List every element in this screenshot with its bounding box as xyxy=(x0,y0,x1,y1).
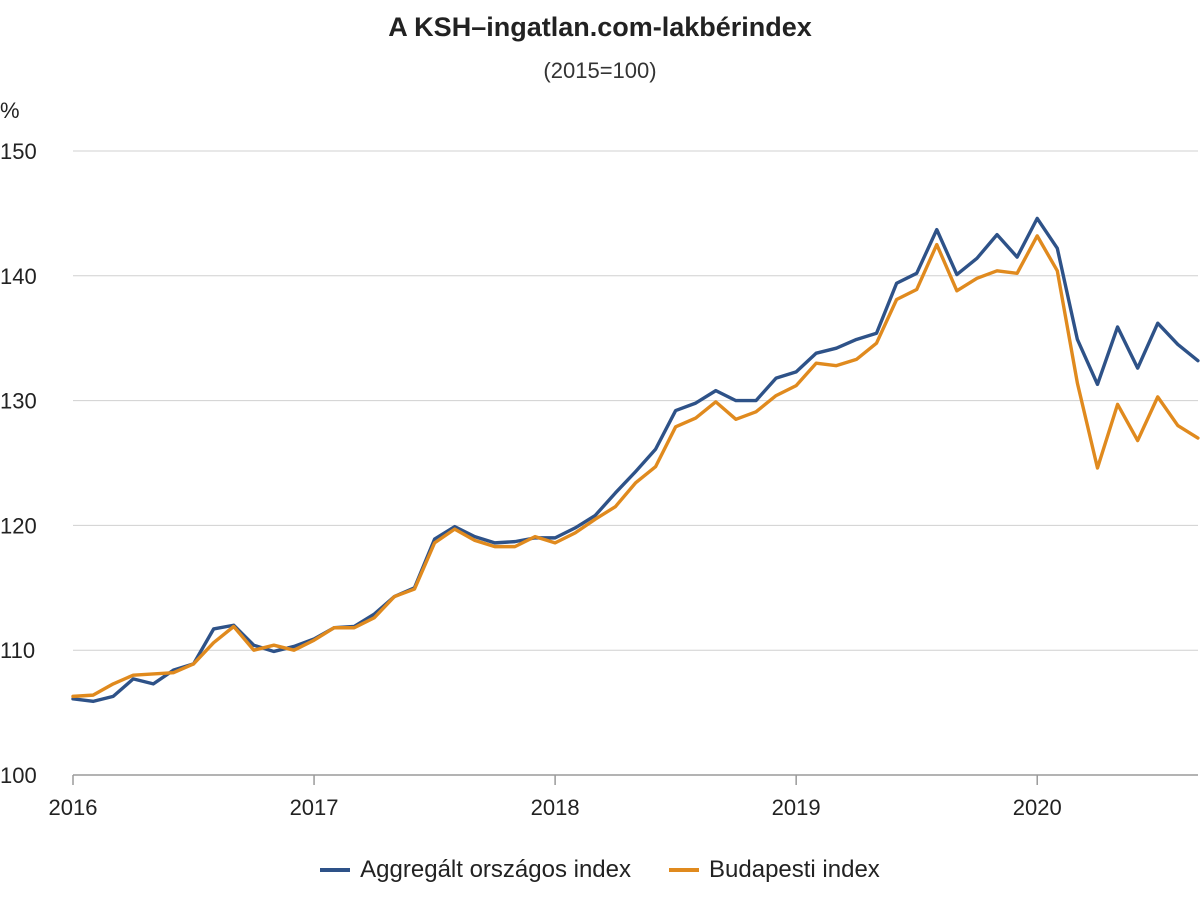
series-line-aggregate xyxy=(71,216,1200,704)
gridlines xyxy=(73,150,1198,651)
y-tick-label-110: 110 xyxy=(0,638,35,663)
x-tick-label-2018: 2018 xyxy=(531,795,580,820)
x-tick-label-2020: 2020 xyxy=(1013,795,1062,820)
x-tick-label-2019: 2019 xyxy=(772,795,821,820)
y-tick-label-130: 130 xyxy=(0,389,37,414)
y-tick-label-120: 120 xyxy=(0,513,37,538)
series-layer xyxy=(71,216,1200,704)
y-axis-unit-label: % xyxy=(0,98,20,123)
y-tick-label-150: 150 xyxy=(0,139,37,164)
series-line-budapest xyxy=(71,234,1200,699)
legend-item-budapest: Budapesti index xyxy=(669,856,880,884)
y-tick-label-100: 100 xyxy=(0,763,37,788)
legend-label-budapest: Budapesti index xyxy=(709,856,880,883)
x-tick-label-2016: 2016 xyxy=(49,795,98,820)
legend-swatch-budapest xyxy=(669,868,700,872)
axes: 100 110 120 130 140 150 2016 2017 2018 2019 2020 xyxy=(0,139,1198,820)
x-tick-label-2017: 2017 xyxy=(290,795,339,820)
chart-title: A KSH–ingatlan.com-lakbérindex xyxy=(388,12,812,42)
legend: Aggregált országos index Budapesti index xyxy=(0,852,1200,888)
chart-subtitle: (2015=100) xyxy=(543,58,657,83)
y-tick-label-140: 140 xyxy=(0,264,37,289)
legend-swatch-aggregate xyxy=(320,868,351,872)
legend-item-aggregate: Aggregált országos index xyxy=(320,856,631,884)
legend-label-aggregate: Aggregált országos index xyxy=(360,856,632,883)
